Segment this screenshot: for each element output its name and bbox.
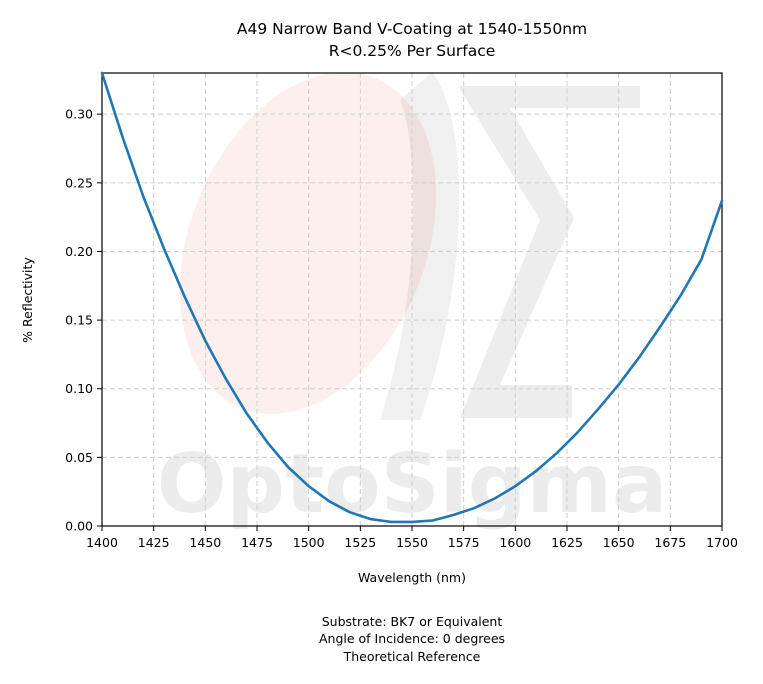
watermark-ellipse: [179, 72, 437, 414]
y-tick-label: 0.00: [65, 519, 93, 534]
chart-title-line-2: R<0.25% Per Surface: [329, 42, 496, 60]
watermark-sigma-icon: [458, 86, 640, 418]
y-tick-label: 0.20: [65, 244, 93, 259]
footer-angle: Angle of Incidence: 0 degrees: [319, 631, 505, 646]
footer-substrate: Substrate: BK7 or Equivalent: [322, 614, 503, 629]
series-group: [100, 71, 724, 524]
watermark-omega-shape: [380, 72, 460, 420]
x-tick-label: 1475: [241, 535, 273, 550]
x-tick-label: 1675: [654, 535, 686, 550]
reflectivity-line: [100, 71, 724, 524]
x-tick-label: 1700: [706, 535, 738, 550]
y-tick-label: 0.15: [65, 313, 93, 328]
x-tick-label: 1550: [396, 535, 428, 550]
x-tick-label: 1525: [344, 535, 376, 550]
chart-title-line-1: A49 Narrow Band V-Coating at 1540-1550nm: [237, 20, 587, 38]
y-tick-label: 0.10: [65, 381, 93, 396]
y-tick-label: 0.25: [65, 175, 93, 190]
x-tick-label: 1400: [86, 535, 118, 550]
y-axis: 0.00 0.05 0.10 0.15 0.20 0.25 0.30: [65, 107, 102, 534]
x-tick-label: 1450: [189, 535, 221, 550]
x-tick-label: 1575: [448, 535, 480, 550]
y-tick-label: 0.05: [65, 450, 93, 465]
y-tick-label: 0.30: [65, 107, 93, 122]
grid: [102, 73, 722, 526]
x-tick-label: 1650: [603, 535, 635, 550]
x-tick-label: 1500: [293, 535, 325, 550]
x-tick-label: 1600: [499, 535, 531, 550]
x-tick-label: 1425: [138, 535, 170, 550]
y-axis-label: % Reflectivity: [20, 257, 35, 343]
footer-reference: Theoretical Reference: [343, 649, 481, 664]
x-tick-label: 1625: [551, 535, 583, 550]
x-axis-label: Wavelength (nm): [358, 570, 466, 585]
x-axis: 1400 1425 1450 1475 1500 1525 1550 1575 1600 1625…: [86, 526, 738, 550]
